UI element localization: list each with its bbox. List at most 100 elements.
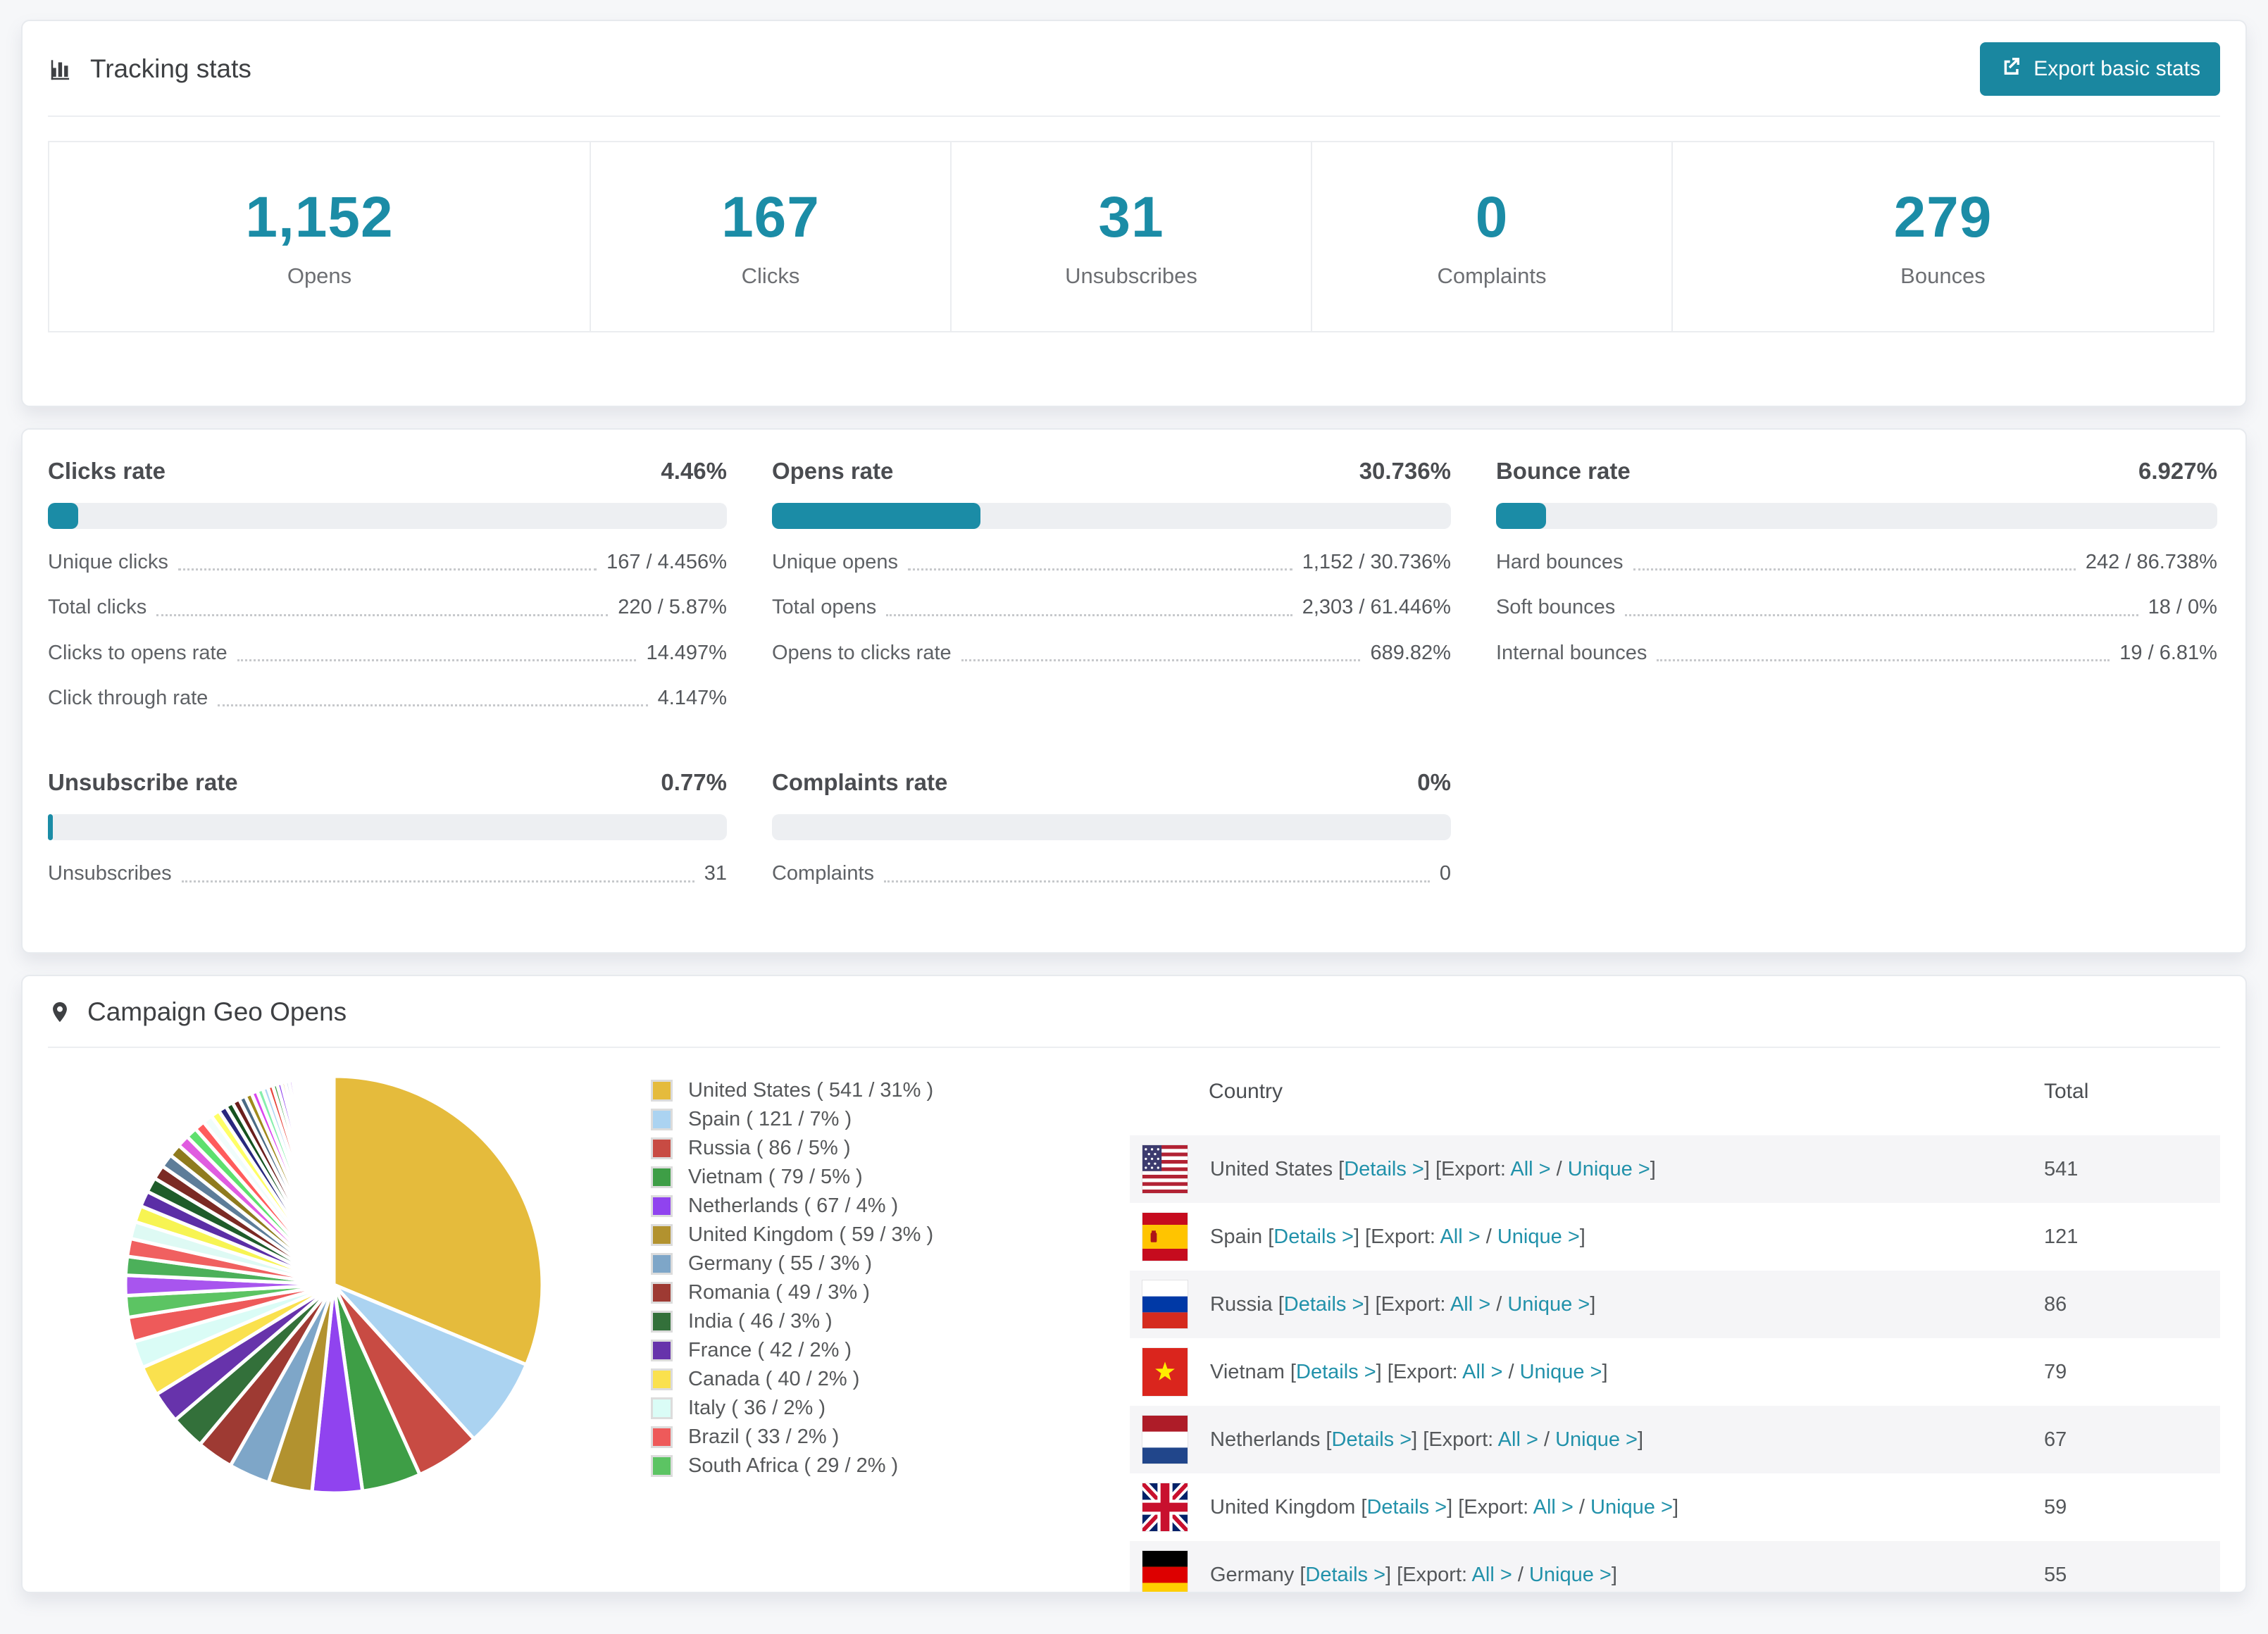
total-cell: 541 <box>2044 1157 2079 1180</box>
page-title: Tracking stats <box>48 54 251 84</box>
legend-swatch <box>651 1195 673 1217</box>
rate-value: 0% <box>1417 769 1451 796</box>
legend-item-italy: Italy ( 36 / 2% ) <box>651 1394 1130 1423</box>
rate-detail-row: Total clicks 220 / 5.87% <box>48 596 727 619</box>
rate-detail-row: Unique opens 1,152 / 30.736% <box>772 551 1451 574</box>
legend-label: Canada ( 40 / 2% ) <box>688 1368 860 1390</box>
legend-label: Brazil ( 33 / 2% ) <box>688 1426 840 1448</box>
stat-value: 167 <box>721 185 820 249</box>
rate-detail-label: Soft bounces <box>1495 596 1616 619</box>
legend-item-united-kingdom: United Kingdom ( 59 / 3% ) <box>651 1221 1130 1249</box>
rate-progress-fill <box>48 814 54 841</box>
rate-card-1: Opens rate 30.736% Unique opens 1,152 / 30.… <box>771 458 1496 710</box>
rate-detail-value: 19 / 6.81% <box>2119 641 2217 664</box>
legend-swatch <box>651 1166 673 1188</box>
table-row-gb: United Kingdom [Details >] [Export: All … <box>1130 1473 2220 1541</box>
rate-detail-value: 4.147% <box>657 687 727 710</box>
export-unique-link[interactable]: Unique > <box>1507 1292 1590 1316</box>
details-link[interactable]: Details > <box>1344 1157 1424 1180</box>
campaign-stats-page: Tracking stats Export basic stats 1,152 O… <box>0 20 2268 1593</box>
legend-label: Spain ( 121 / 7% ) <box>688 1108 852 1130</box>
rate-detail-value: 18 / 0% <box>2148 596 2217 619</box>
rate-detail-row: Click through rate 4.147% <box>48 687 727 710</box>
country-name: Netherlands <box>1210 1428 1321 1451</box>
export-all-link[interactable]: All > <box>1471 1563 1512 1586</box>
rate-detail-value: 689.82% <box>1370 641 1451 664</box>
stat-label: Opens <box>287 263 352 288</box>
export-all-link[interactable]: All > <box>1510 1157 1551 1180</box>
rate-progress-fill <box>48 503 78 529</box>
legend-swatch <box>651 1368 673 1390</box>
rate-detail-value: 0 <box>1439 862 1451 885</box>
export-word: Export: <box>1402 1563 1468 1586</box>
export-unique-link[interactable]: Unique > <box>1555 1428 1638 1451</box>
legend-swatch <box>651 1253 673 1275</box>
rate-card-4: Complaints rate 0% Complaints 0 <box>771 769 1496 885</box>
legend-swatch <box>651 1109 673 1130</box>
column-header-total: Total <box>2044 1080 2089 1103</box>
export-all-link[interactable]: All > <box>1497 1428 1538 1451</box>
rate-detail-value: 14.497% <box>646 641 727 664</box>
flag-vn <box>1142 1348 1188 1396</box>
country-name: Germany <box>1210 1563 1295 1586</box>
rate-title: Complaints rate <box>771 769 948 796</box>
legend-item-india: India ( 46 / 3% ) <box>651 1307 1130 1336</box>
export-all-link[interactable]: All > <box>1440 1225 1481 1248</box>
rate-card-header: Clicks rate 4.46% <box>48 458 727 485</box>
stat-label: Clicks <box>741 263 800 288</box>
export-word: Export: <box>1392 1360 1458 1383</box>
dotted-leader <box>886 613 1292 616</box>
rate-card-2: Bounce rate 6.927% Hard bounces 242 / 86.73… <box>1495 458 2220 710</box>
legend-label: United States ( 541 / 31% ) <box>688 1079 934 1102</box>
details-link[interactable]: Details > <box>1283 1292 1364 1316</box>
rate-card-0: Clicks rate 4.46% Unique clicks 167 / 4.456… <box>48 458 772 710</box>
export-unique-link[interactable]: Unique > <box>1497 1225 1580 1248</box>
stat-label: Complaints <box>1437 263 1547 288</box>
country-name: United Kingdom <box>1210 1495 1356 1518</box>
geo-section-title-text: Campaign Geo Opens <box>87 997 347 1026</box>
legend-item-united-states: United States ( 541 / 31% ) <box>651 1076 1130 1105</box>
legend-label: Romania ( 49 / 3% ) <box>688 1281 870 1304</box>
rate-detail-label: Opens to clicks rate <box>771 641 952 664</box>
rate-detail-row: Hard bounces 242 / 86.738% <box>1496 551 2217 574</box>
export-unique-link[interactable]: Unique > <box>1567 1157 1650 1180</box>
flag-de <box>1142 1551 1188 1592</box>
export-basic-stats-button[interactable]: Export basic stats <box>1980 42 2220 96</box>
export-all-link[interactable]: All > <box>1533 1495 1574 1518</box>
details-link[interactable]: Details > <box>1273 1225 1354 1248</box>
pie-slice-united-states[interactable] <box>332 1074 544 1367</box>
legend-label: Netherlands ( 67 / 4% ) <box>688 1195 899 1217</box>
details-link[interactable]: Details > <box>1331 1428 1412 1451</box>
export-unique-link[interactable]: Unique > <box>1590 1495 1673 1518</box>
bar-chart-icon <box>48 56 75 82</box>
export-all-link[interactable]: All > <box>1462 1360 1503 1383</box>
export-all-link[interactable]: All > <box>1450 1292 1491 1316</box>
export-unique-link[interactable]: Unique > <box>1528 1563 1612 1586</box>
legend-label: India ( 46 / 3% ) <box>688 1310 833 1333</box>
details-link[interactable]: Details > <box>1366 1495 1447 1518</box>
dotted-leader <box>884 880 1430 883</box>
legend-item-germany: Germany ( 55 / 3% ) <box>651 1249 1130 1278</box>
legend-item-brazil: Brazil ( 33 / 2% ) <box>651 1423 1130 1452</box>
rate-detail-value: 167 / 4.456% <box>606 551 727 573</box>
legend-swatch <box>651 1282 673 1304</box>
country-cell: Vietnam [Details >] [Export: All > / Uni… <box>1130 1348 2044 1396</box>
total-cell: 121 <box>2044 1225 2079 1248</box>
country-cell-text: Russia [Details >] [Export: All > / Uniq… <box>1210 1292 1596 1316</box>
rate-detail-value: 1,152 / 30.736% <box>1302 551 1451 573</box>
rate-title: Opens rate <box>771 458 894 484</box>
rate-detail-row: Unsubscribes 31 <box>48 862 727 885</box>
flag-ru <box>1142 1280 1188 1328</box>
details-link[interactable]: Details > <box>1296 1360 1376 1383</box>
rate-progress-bar <box>48 503 727 529</box>
summary-stat-box-clicks: 167 Clicks <box>590 141 952 332</box>
details-link[interactable]: Details > <box>1305 1563 1386 1586</box>
pie-slice-other-71[interactable] <box>331 1074 336 1285</box>
pie-slice-spain[interactable] <box>332 1283 529 1442</box>
rate-progress-fill <box>1495 503 1546 529</box>
export-word: Export: <box>1441 1157 1506 1180</box>
column-header-country: Country <box>1209 1080 1283 1103</box>
rate-detail-label: Total clicks <box>48 596 147 619</box>
rate-card-header: Opens rate 30.736% <box>772 458 1451 485</box>
export-unique-link[interactable]: Unique > <box>1519 1360 1602 1383</box>
